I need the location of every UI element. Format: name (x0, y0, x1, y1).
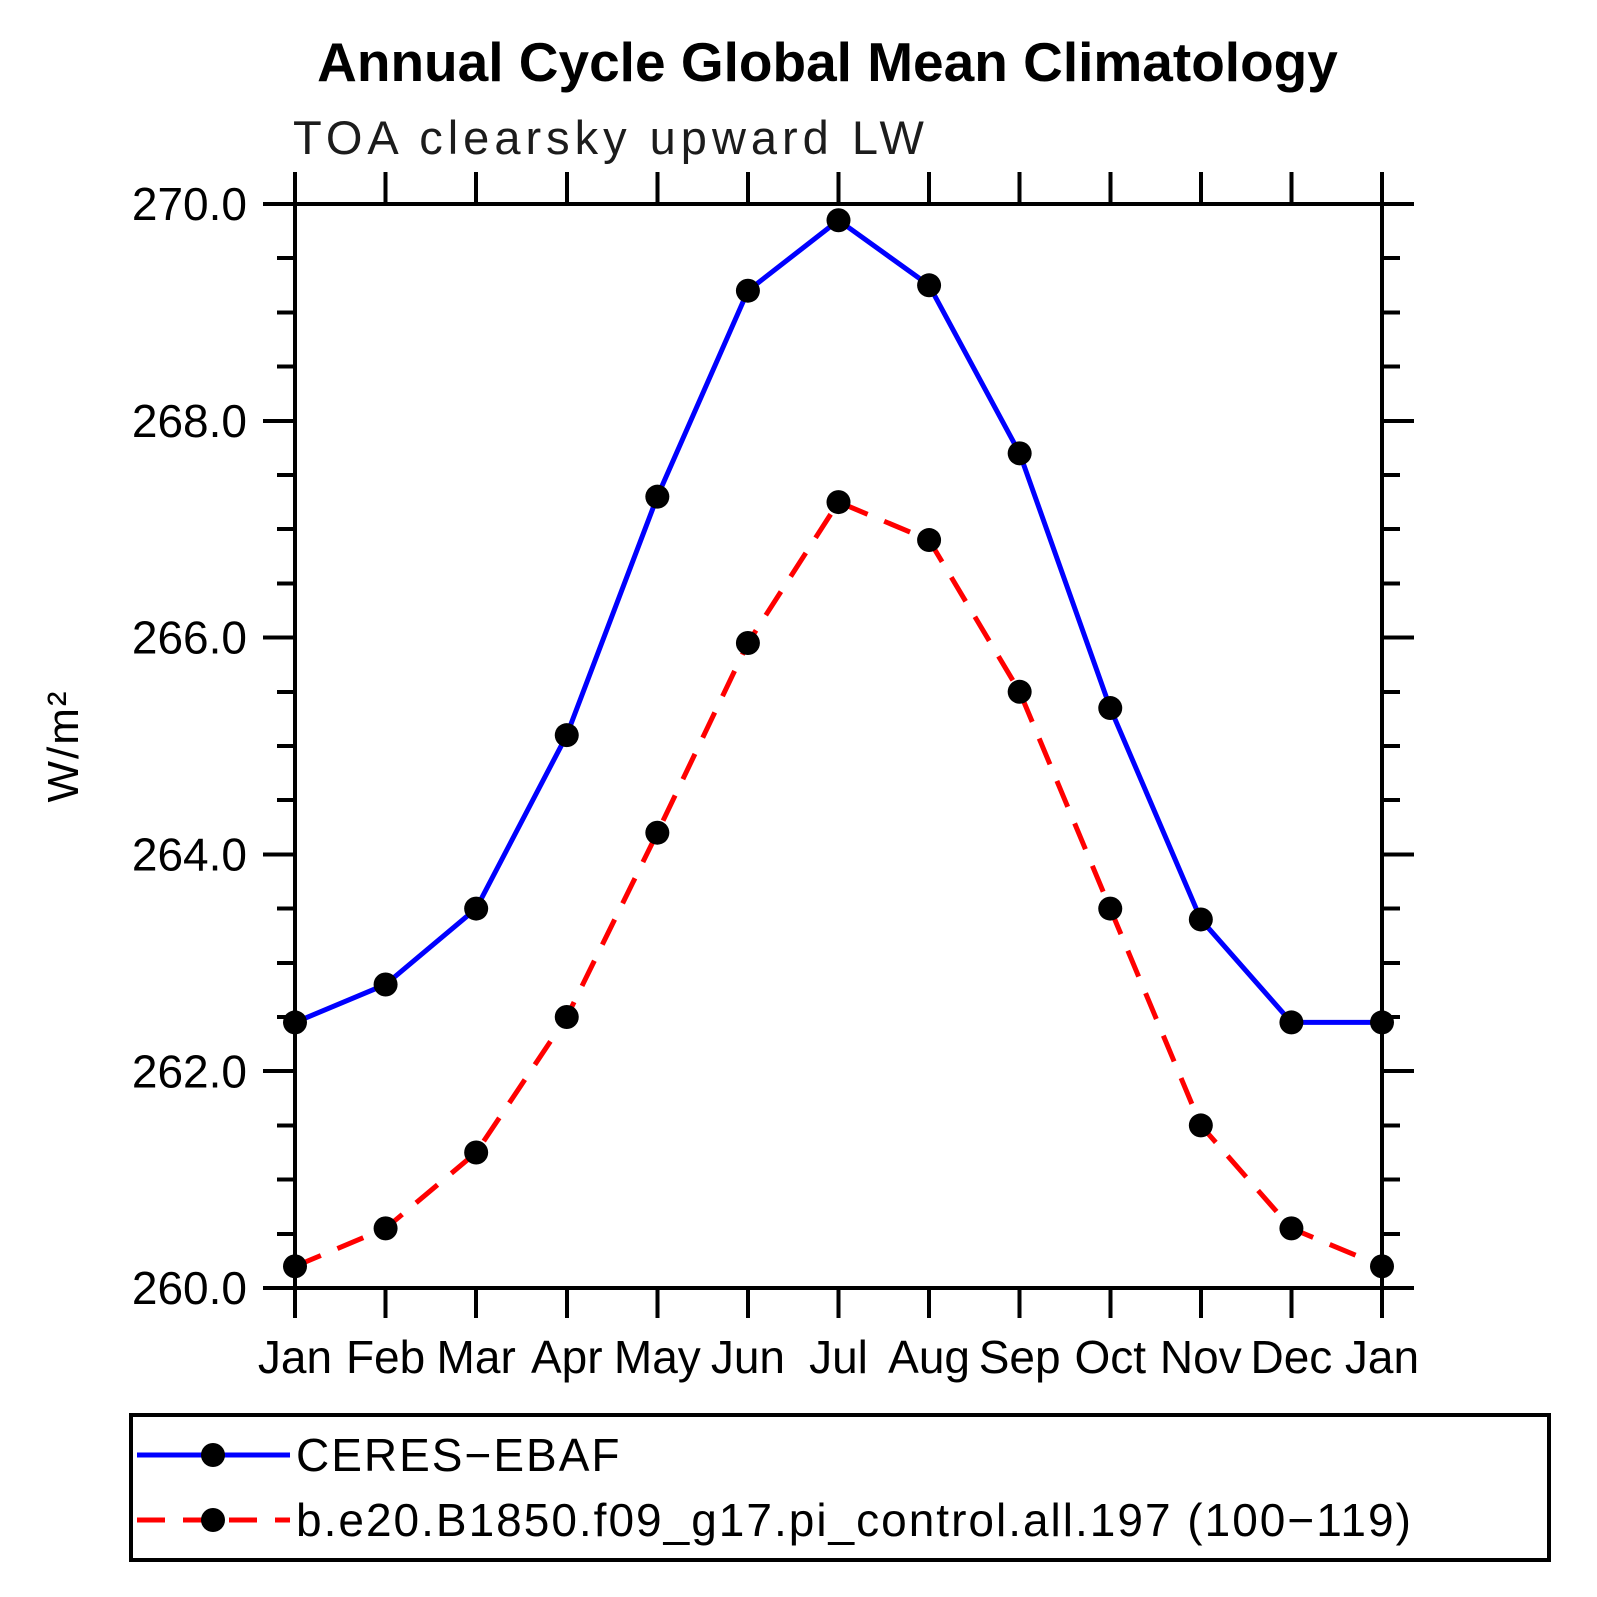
data-point (1279, 1010, 1304, 1035)
data-point (554, 723, 579, 748)
y-tick-label: 262.0 (132, 1045, 247, 1097)
data-point (1279, 1216, 1304, 1241)
data-point (1098, 696, 1123, 721)
data-point (917, 273, 942, 298)
data-point (826, 208, 851, 233)
data-point (464, 896, 489, 921)
data-point (1098, 896, 1123, 921)
data-point (283, 1010, 307, 1035)
series-line-0 (294, 217, 1382, 1025)
legend-label: b.e20.B1850.f09_g17.pi_control.all.197 (… (296, 1494, 1413, 1546)
data-point (283, 1254, 307, 1279)
y-axis-label: W/m² (39, 689, 88, 802)
x-tick-label: Dec (1251, 1331, 1333, 1383)
x-tick-label: Nov (1160, 1331, 1242, 1383)
y-tick-label: 266.0 (132, 612, 247, 664)
legend-box (129, 1413, 1551, 1562)
chart-subtitle: TOA clearsky upward LW (293, 111, 929, 164)
data-point (645, 820, 670, 845)
x-tick-label: Jan (258, 1331, 332, 1383)
x-tick-label: Feb (346, 1331, 425, 1383)
x-tick-label: Apr (531, 1331, 603, 1383)
data-point (373, 1216, 398, 1241)
data-point (1188, 1113, 1213, 1138)
data-point (917, 528, 942, 553)
data-point (1188, 907, 1213, 932)
data-point (735, 631, 760, 656)
legend-marker (201, 1443, 225, 1467)
data-point (1007, 441, 1032, 466)
x-tick-label: Oct (1074, 1331, 1146, 1383)
y-tick-label: 270.0 (132, 178, 247, 230)
data-point (373, 972, 398, 997)
x-tick-label: Jul (809, 1331, 868, 1383)
chart-title: Annual Cycle Global Mean Climatology (317, 31, 1338, 93)
x-tick-label: May (614, 1331, 701, 1383)
plot-generated: Jan Feb Mar Apr May Jun Jul Aug Sep Oct Nov Dec Jan2… (129, 172, 1551, 1562)
plot-frame (293, 202, 1384, 1290)
data-point (645, 484, 670, 509)
data-point (1370, 1254, 1394, 1279)
series-line-1 (294, 499, 1383, 1269)
legend-label: CERES−EBAF (296, 1429, 622, 1481)
data-point (464, 1140, 489, 1165)
data-point (826, 490, 851, 515)
x-tick-label: Aug (888, 1331, 970, 1383)
data-point (1007, 679, 1032, 704)
y-tick-label: 264.0 (132, 829, 247, 881)
x-tick-label: Jun (711, 1331, 785, 1383)
data-point (735, 278, 760, 303)
x-tick-label: Jan (1345, 1331, 1419, 1383)
legend-marker (201, 1508, 225, 1532)
x-tick-label: Mar (437, 1331, 516, 1383)
y-tick-label: 268.0 (132, 395, 247, 447)
y-tick-label: 260.0 (132, 1262, 247, 1314)
data-point (1370, 1010, 1394, 1035)
data-point (554, 1005, 579, 1029)
x-tick-label: Sep (979, 1331, 1061, 1383)
